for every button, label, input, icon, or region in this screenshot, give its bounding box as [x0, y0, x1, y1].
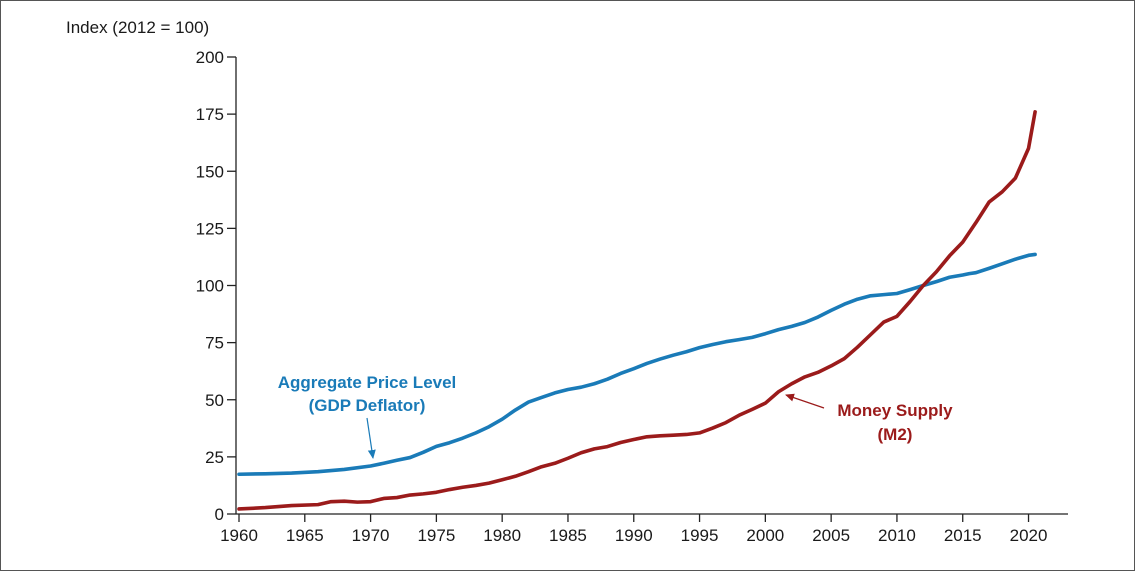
y-tick-label: 50 [205, 391, 224, 410]
y-tick-label: 0 [215, 505, 224, 524]
y-tick-label: 75 [205, 334, 224, 353]
y-tick-label: 175 [196, 105, 224, 124]
y-tick-label: 125 [196, 219, 224, 238]
annotation-money-line2: (M2) [878, 425, 913, 444]
x-tick-label: 2000 [746, 526, 784, 545]
annotation-price-line1: Aggregate Price Level [278, 373, 457, 392]
y-tick-label: 200 [196, 48, 224, 67]
x-tick-label: 1990 [615, 526, 653, 545]
x-tick-label: 1960 [220, 526, 258, 545]
series-line-price-level [237, 252, 1037, 477]
x-tick-label: 1965 [286, 526, 324, 545]
annotation-money-arrow [785, 393, 825, 409]
x-tick-label: 1970 [352, 526, 390, 545]
annotation-price-arrow [366, 417, 376, 459]
x-tick-label: 1980 [483, 526, 521, 545]
annotation-price-line2: (GDP Deflator) [309, 396, 426, 415]
annotation-money-line1: Money Supply [837, 401, 953, 420]
x-tick-label: 1995 [681, 526, 719, 545]
series-line-money-supply [237, 110, 1037, 511]
x-tick-label: 2010 [878, 526, 916, 545]
y-axis-label: Index (2012 = 100) [66, 18, 209, 37]
x-tick-label: 1975 [417, 526, 455, 545]
x-ticks: 1960 1965 1970 1975 1980 1985 1990 1995 2000 2005… [220, 514, 1047, 545]
x-tick-label: 2015 [944, 526, 982, 545]
y-ticks: 0 25 50 75 100 125 150 175 200 [196, 48, 236, 524]
y-tick-label: 25 [205, 448, 224, 467]
x-tick-label: 2005 [812, 526, 850, 545]
y-tick-label: 100 [196, 277, 224, 296]
x-tick-label: 1985 [549, 526, 587, 545]
y-tick-label: 150 [196, 162, 224, 181]
x-tick-label: 2020 [1010, 526, 1048, 545]
